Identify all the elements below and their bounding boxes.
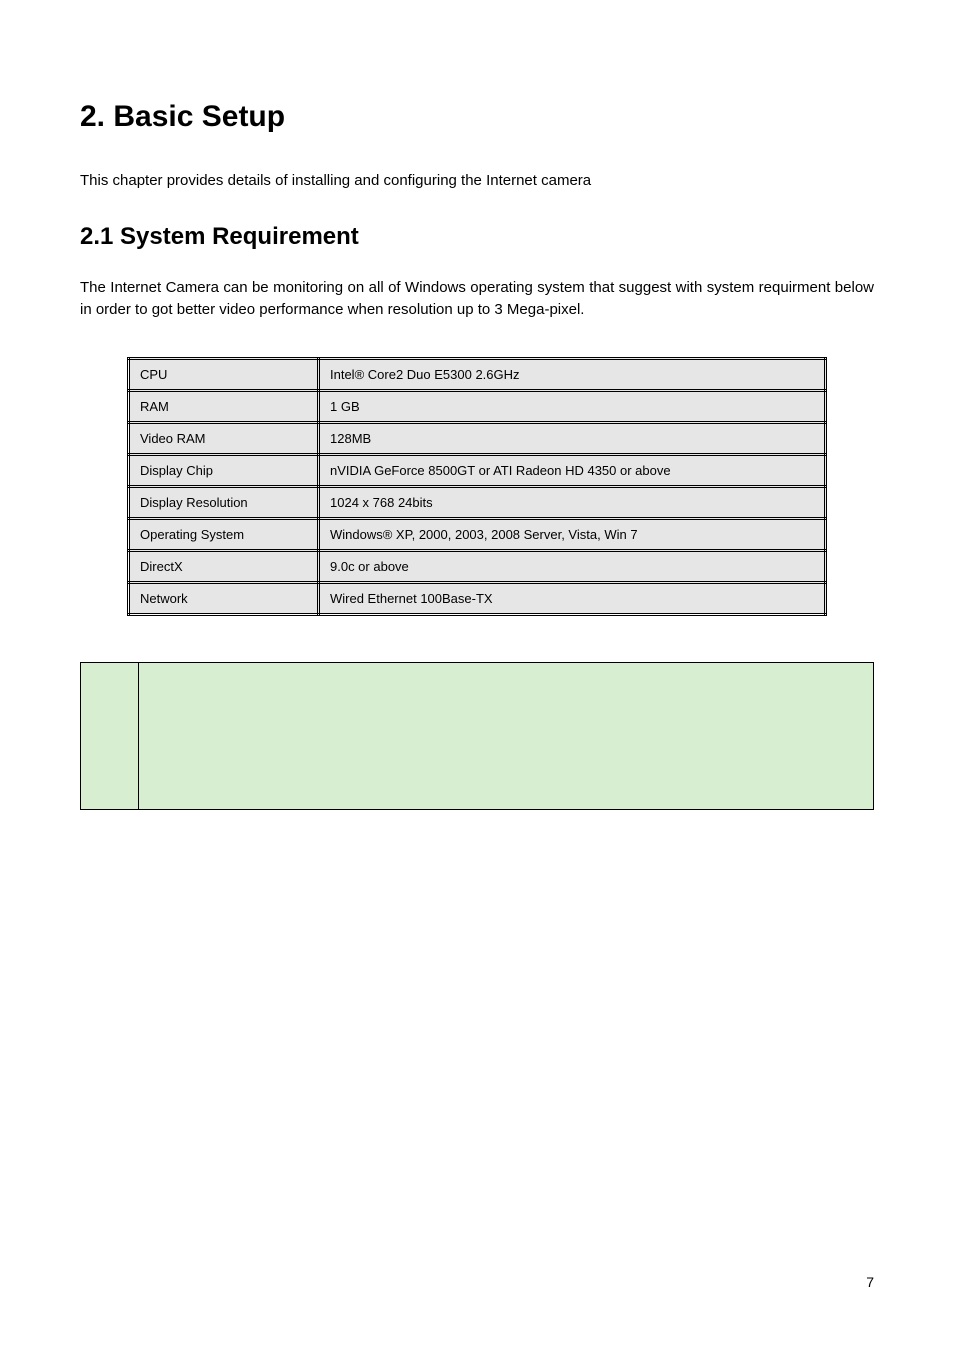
spec-key: Display Resolution <box>129 486 319 518</box>
note-box-left <box>81 663 139 809</box>
spec-key: CPU <box>129 358 319 390</box>
spec-key: Video RAM <box>129 422 319 454</box>
table-row: CPU Intel® Core2 Duo E5300 2.6GHz <box>129 358 826 390</box>
table-row: Operating System Windows® XP, 2000, 2003… <box>129 518 826 550</box>
spec-value: Windows® XP, 2000, 2003, 2008 Server, Vi… <box>319 518 826 550</box>
spec-value: 1 GB <box>319 390 826 422</box>
spec-value: nVIDIA GeForce 8500GT or ATI Radeon HD 4… <box>319 454 826 486</box>
spec-value: Wired Ethernet 100Base-TX <box>319 582 826 614</box>
spec-value: 9.0c or above <box>319 550 826 582</box>
spec-value: 1024 x 768 24bits <box>319 486 826 518</box>
section-title: 2.1 System Requirement <box>80 223 874 251</box>
spec-key: Operating System <box>129 518 319 550</box>
table-row: Video RAM 128MB <box>129 422 826 454</box>
spec-value: Intel® Core2 Duo E5300 2.6GHz <box>319 358 826 390</box>
table-row: Network Wired Ethernet 100Base-TX <box>129 582 826 614</box>
table-row: DirectX 9.0c or above <box>129 550 826 582</box>
spec-table: CPU Intel® Core2 Duo E5300 2.6GHz RAM 1 … <box>127 357 827 616</box>
page-number: 7 <box>866 1274 874 1290</box>
spec-value: 128MB <box>319 422 826 454</box>
table-row: Display Resolution 1024 x 768 24bits <box>129 486 826 518</box>
spec-key: DirectX <box>129 550 319 582</box>
chapter-title: 2. Basic Setup <box>80 100 874 134</box>
table-row: Display Chip nVIDIA GeForce 8500GT or AT… <box>129 454 826 486</box>
spec-key: RAM <box>129 390 319 422</box>
note-box <box>80 662 874 810</box>
section-paragraph: The Internet Camera can be monitoring on… <box>80 277 874 321</box>
spec-key: Network <box>129 582 319 614</box>
note-box-right <box>139 663 873 809</box>
spec-key: Display Chip <box>129 454 319 486</box>
table-row: RAM 1 GB <box>129 390 826 422</box>
chapter-intro: This chapter provides details of install… <box>80 172 874 189</box>
